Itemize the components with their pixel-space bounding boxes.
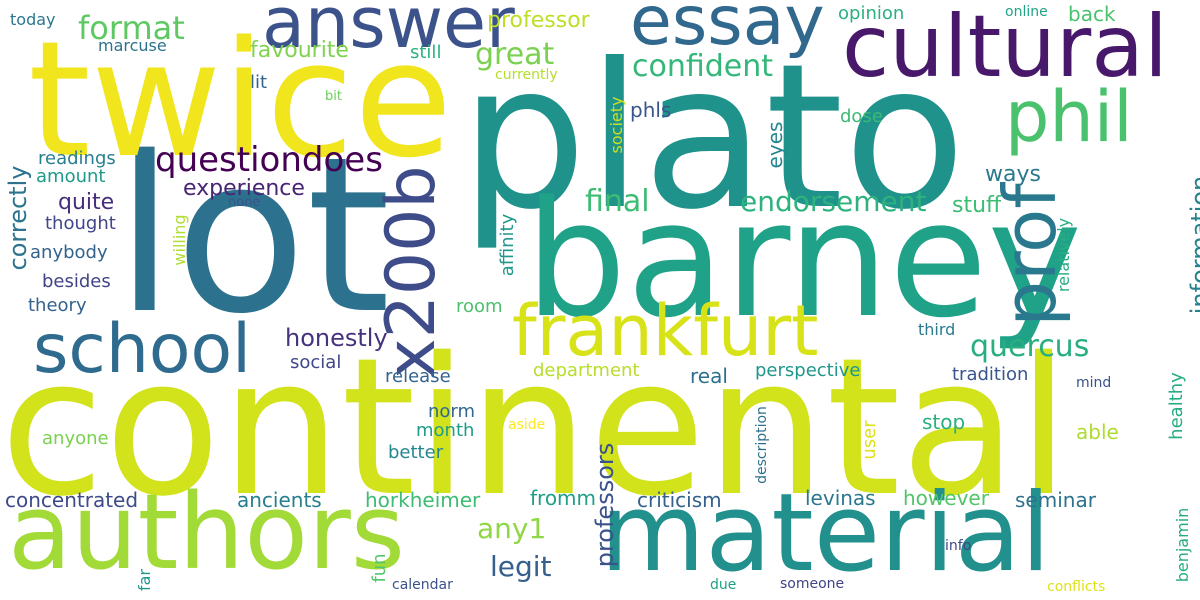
word-user: user	[859, 420, 880, 460]
word-phil: phil	[1005, 76, 1133, 158]
word-confident: confident	[632, 49, 774, 84]
word-answer: answer	[262, 0, 515, 64]
word-great: great	[475, 37, 555, 72]
word-twice: twice	[28, 6, 453, 193]
word-benjamin: benjamin	[1173, 507, 1192, 583]
word-authors: authors	[8, 471, 405, 593]
word-ways: ways	[985, 162, 1041, 187]
word-anybody: anybody	[30, 242, 108, 263]
word-thought: thought	[45, 213, 116, 234]
word-stuff: stuff	[952, 193, 1002, 218]
word-someone: someone	[780, 576, 845, 592]
word-endorsement: endorsement	[740, 185, 927, 218]
word-calendar: calendar	[392, 577, 453, 593]
word-norm: norm	[428, 401, 476, 422]
word-essay: essay	[630, 0, 825, 61]
word-quite: quite	[58, 190, 115, 215]
word-healthy: healthy	[1166, 372, 1187, 440]
word-release: release	[385, 366, 451, 387]
word-levinas: levinas	[805, 486, 876, 510]
word-anyone: anyone	[42, 428, 109, 449]
word-besides: besides	[42, 271, 111, 292]
word-honestly: honestly	[285, 324, 388, 352]
word-conflicts: conflicts	[1047, 579, 1106, 595]
word-material: material	[600, 471, 1051, 596]
word-readings: readings	[38, 148, 116, 169]
word-barney: barney	[525, 166, 1083, 353]
word-seminar: seminar	[1015, 488, 1096, 512]
word-description: description	[754, 406, 770, 484]
word-month: month	[416, 420, 475, 441]
word-school: school	[33, 310, 252, 389]
word-however: however	[903, 486, 989, 510]
word-affinity: affinity	[497, 213, 518, 277]
word-still: still	[410, 42, 442, 63]
word-better: better	[388, 442, 444, 463]
word-aside: aside	[508, 417, 546, 433]
word-online: online	[1005, 4, 1048, 20]
word-correctly: correctly	[4, 165, 32, 271]
word-continental: continental	[0, 317, 1070, 538]
word-professors: professors	[591, 442, 619, 568]
word-concentrated: concentrated	[5, 488, 139, 512]
word-legit: legit	[490, 550, 552, 583]
word-third: third	[918, 320, 956, 339]
word-bit: bit	[325, 89, 342, 104]
word-perspective: perspective	[755, 360, 861, 381]
word-x200b: x200b	[372, 165, 451, 379]
word-favourite: favourite	[250, 38, 349, 63]
word-criticism: criticism	[637, 488, 722, 512]
word-cultural: cultural	[842, 0, 1168, 97]
word-social: social	[290, 352, 342, 373]
word-info: info	[945, 538, 972, 554]
word-currently: currently	[495, 67, 558, 83]
word-eyes: eyes	[763, 121, 787, 169]
word-none: none	[228, 195, 261, 210]
word-experience: experience	[183, 176, 305, 201]
word-horkheimer: horkheimer	[365, 488, 481, 512]
word-marcuse: marcuse	[98, 36, 167, 55]
word-relatively: relatively	[1054, 217, 1073, 293]
word-any1: any1	[477, 512, 547, 545]
word-tradition: tradition	[952, 364, 1029, 385]
word-phls: phls	[630, 98, 672, 122]
word-ancients: ancients	[237, 488, 322, 512]
word-lot: lot	[115, 110, 391, 361]
word-format: format	[78, 9, 185, 47]
word-mind: mind	[1076, 375, 1112, 391]
word-willing: willing	[170, 214, 189, 266]
word-due: due	[710, 577, 737, 593]
word-room: room	[456, 296, 503, 317]
word-questiondoes: questiondoes	[155, 140, 383, 180]
word-society: society	[607, 96, 626, 154]
word-information: information	[1186, 175, 1200, 315]
word-lit: lit	[250, 72, 268, 93]
word-real: real	[690, 364, 728, 388]
word-able: able	[1076, 420, 1119, 444]
word-far: far	[135, 568, 154, 592]
word-department: department	[533, 360, 640, 381]
word-final: final	[585, 184, 650, 219]
word-fromm: fromm	[530, 486, 597, 510]
word-frankfurt: frankfurt	[512, 290, 819, 372]
word-plato: plato	[460, 21, 966, 254]
word-stop: stop	[922, 410, 966, 434]
word-dose: dose	[840, 106, 883, 127]
word-today: today	[10, 10, 56, 29]
word-professor: professor	[487, 8, 590, 33]
word-amount: amount	[36, 166, 106, 187]
word-theory: theory	[28, 295, 87, 316]
word-opinion: opinion	[838, 3, 905, 24]
word-fun: fun	[369, 553, 390, 583]
word-quercus: quercus	[970, 329, 1090, 364]
word-back: back	[1068, 2, 1116, 26]
